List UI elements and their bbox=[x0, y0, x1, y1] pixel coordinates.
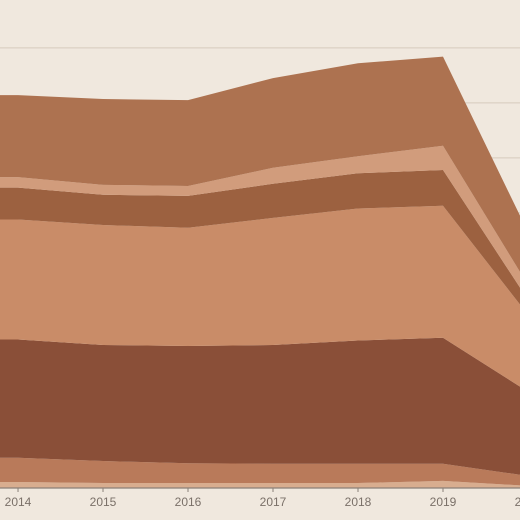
x-tick-label: 2017 bbox=[260, 495, 287, 509]
x-tick-label: 2020 bbox=[515, 495, 520, 509]
area bbox=[0, 145, 520, 288]
x-tick-label: 2016 bbox=[175, 495, 202, 509]
x-tick-label: 2015 bbox=[90, 495, 117, 509]
area bbox=[0, 205, 520, 387]
area bbox=[0, 457, 520, 486]
area bbox=[0, 170, 520, 305]
area bbox=[0, 56, 520, 272]
area bbox=[0, 337, 520, 475]
x-tick-label: 2019 bbox=[430, 495, 457, 509]
x-tick-label: 2014 bbox=[5, 495, 32, 509]
area bbox=[0, 480, 520, 488]
x-tick-label: 2018 bbox=[345, 495, 372, 509]
